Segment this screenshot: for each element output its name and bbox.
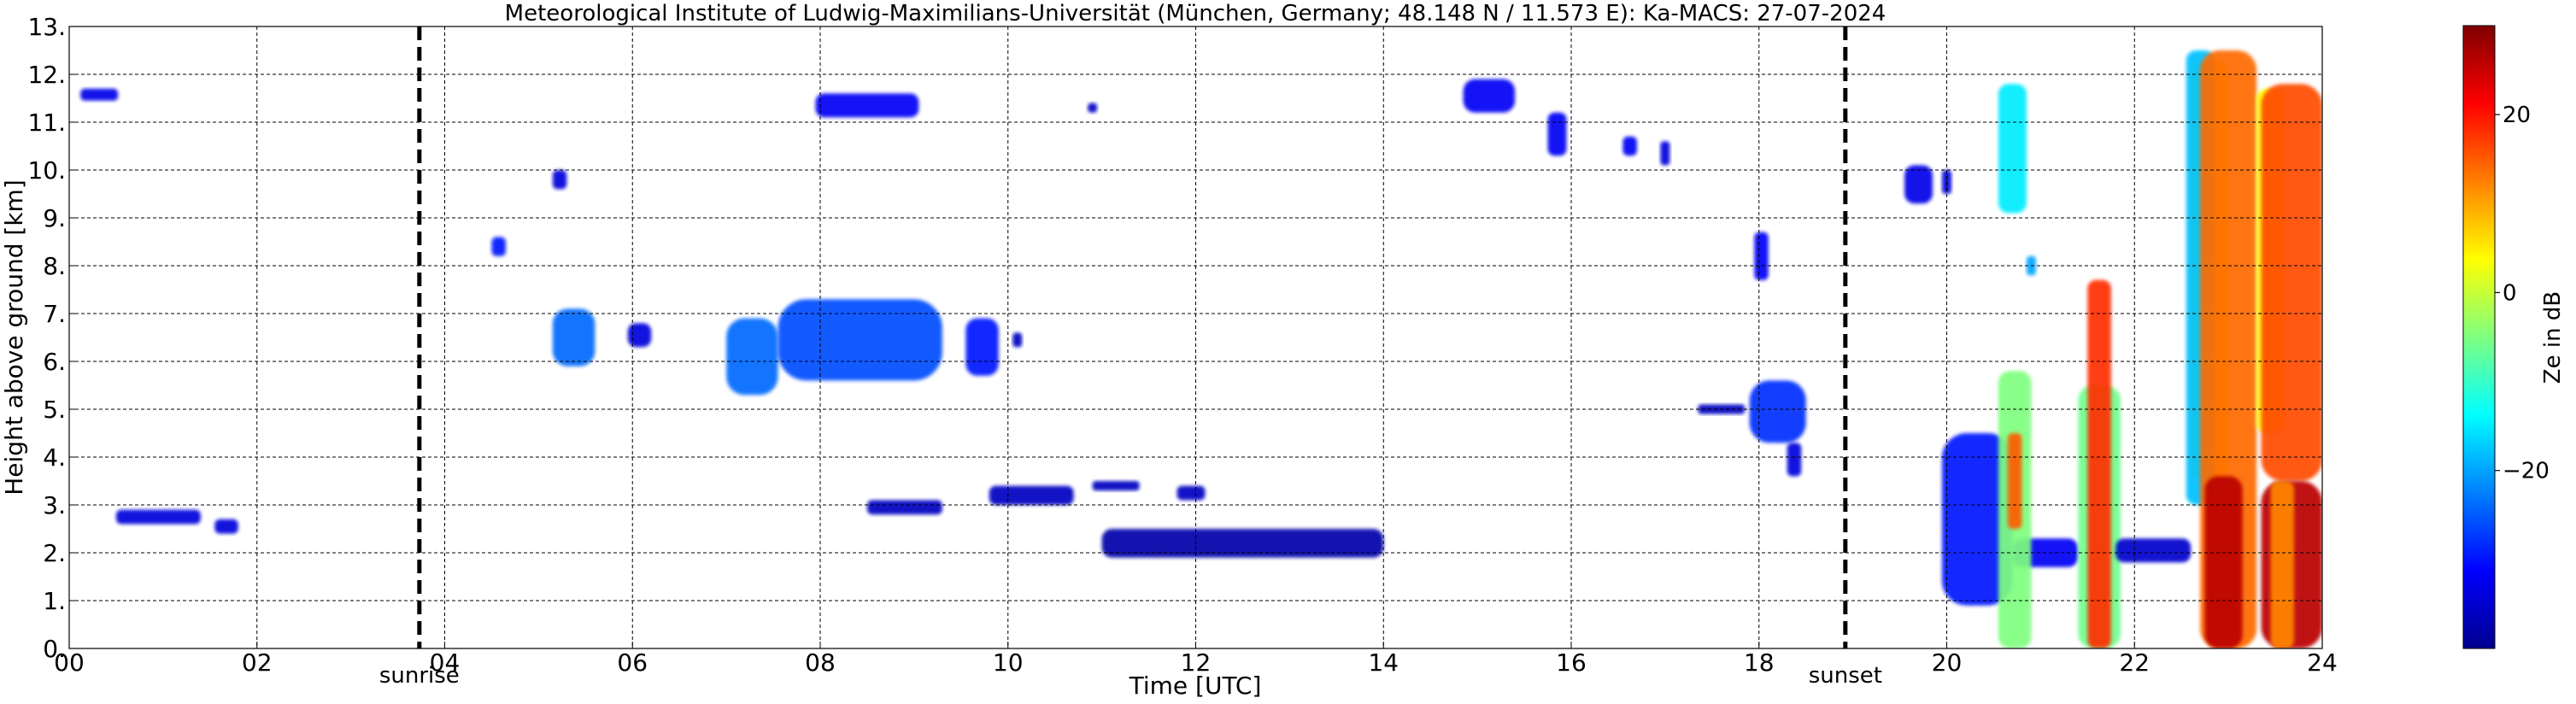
y-tick-label: 10. (27, 156, 66, 185)
echo-patch (1101, 529, 1384, 558)
echo-patch (1547, 112, 1567, 156)
y-axis-label: Height above ground [km] (0, 179, 28, 496)
echo-patch (2087, 279, 2111, 648)
echo-patch (552, 170, 567, 190)
echo-patch (491, 237, 506, 256)
y-tick-label: 0. (43, 635, 66, 663)
x-tick-label: 20 (1932, 648, 1963, 677)
x-tick-labels: 00 02 04 06 08 10 12 14 16 18 20 22 24 (54, 642, 2338, 677)
x-tick-label: 08 (805, 648, 836, 677)
y-tick-label: 9. (43, 204, 66, 232)
echo-patch (627, 323, 652, 348)
x-tick-label: 22 (2119, 648, 2150, 677)
chart-title: Meteorological Institute of Ludwig-Maxim… (505, 1, 1887, 26)
y-tick-label: 6. (43, 348, 66, 376)
grid (69, 26, 2322, 648)
x-axis-label: Time [UTC] (1129, 672, 1262, 700)
sunrise-label: sunrise (379, 663, 460, 689)
echo-patch (965, 318, 999, 376)
echo-patch (726, 318, 778, 396)
x-tick-label: 12 (1181, 648, 1212, 677)
echo-patch (2007, 433, 2022, 529)
echo-patch (1012, 332, 1023, 348)
echo-patch (1998, 84, 2027, 214)
echo-patch (80, 88, 119, 101)
y-tick-label: 2. (43, 539, 66, 567)
echo-patch (1942, 433, 2013, 606)
echo-patch (866, 500, 942, 515)
colorbar-tick-label: 20 (2503, 103, 2531, 128)
echo-patch (1177, 485, 1206, 501)
echo-patch (1463, 79, 1516, 113)
echo-patch (989, 485, 1074, 505)
y-tick-label: 4. (43, 443, 66, 472)
x-tick-label: 04 (430, 648, 461, 677)
colorbar-tick-label: −20 (2503, 459, 2550, 484)
echo-patch (2115, 538, 2192, 563)
colorbar-tick-label: 0 (2503, 280, 2517, 306)
colorbar-ticks: 20 0 −20 (2495, 103, 2550, 484)
x-tick-label: 14 (1368, 648, 1399, 677)
echo-patch (2270, 481, 2295, 648)
reflectivity-field (80, 50, 2322, 648)
x-tick-label: 00 (54, 648, 85, 677)
echo-patch (1787, 443, 1802, 477)
echo-patch (1749, 380, 1806, 443)
x-tick-label: 06 (617, 648, 648, 677)
y-tick-label: 13. (27, 13, 66, 41)
x-tick-label: 24 (2307, 648, 2338, 677)
echo-patch (1092, 481, 1140, 491)
echo-patch (1904, 165, 1933, 204)
echo-patch (1754, 232, 1769, 280)
echo-patch (815, 93, 919, 118)
x-tick-label: 02 (242, 648, 273, 677)
echo-patch (777, 299, 942, 381)
daylight-markers: sunrise sunset (379, 26, 1882, 689)
y-tick-label: 7. (43, 300, 66, 328)
echo-patch (1660, 141, 1670, 166)
colorbar (2462, 25, 2496, 649)
x-tick-label: 16 (1556, 648, 1587, 677)
sunset-label: sunset (1809, 663, 1882, 689)
echo-patch (115, 509, 201, 525)
y-tick-labels: 0. 1. 2. 3. 4. 5. 6. 7. 8. 9. 10. 11. 12. 13. (27, 13, 76, 663)
echo-patch (1622, 136, 1637, 156)
colorbar-label: Ze in dB (2540, 291, 2566, 384)
y-tick-label: 8. (43, 252, 66, 280)
y-tick-label: 5. (43, 396, 66, 424)
x-tick-label: 18 (1744, 648, 1775, 677)
echo-patch (2261, 84, 2322, 481)
x-tick-label: 10 (993, 648, 1024, 677)
echo-patch (214, 519, 238, 534)
y-tick-label: 12. (27, 61, 66, 89)
echo-patch (552, 308, 596, 367)
echo-patch (2204, 476, 2243, 648)
echo-patch (1088, 103, 1098, 113)
y-tick-label: 1. (43, 587, 66, 615)
y-tick-label: 11. (27, 109, 66, 137)
y-tick-label: 3. (43, 491, 66, 519)
